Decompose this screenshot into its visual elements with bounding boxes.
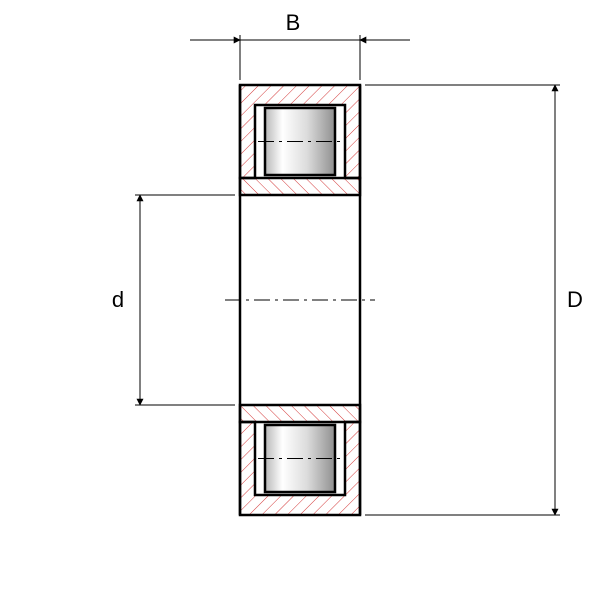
label-B: B (286, 10, 301, 35)
dimension-d: d (112, 195, 235, 405)
roller-top (258, 108, 342, 175)
bearing-cross-section-diagram: B D d (0, 0, 600, 600)
inner-ring-bottom-section (240, 405, 360, 422)
roller-bottom (258, 425, 342, 492)
inner-ring-top-section (240, 178, 360, 195)
label-D: D (567, 287, 583, 312)
dimension-B: B (190, 10, 410, 80)
label-d: d (112, 287, 124, 312)
dimension-D: D (365, 85, 583, 515)
